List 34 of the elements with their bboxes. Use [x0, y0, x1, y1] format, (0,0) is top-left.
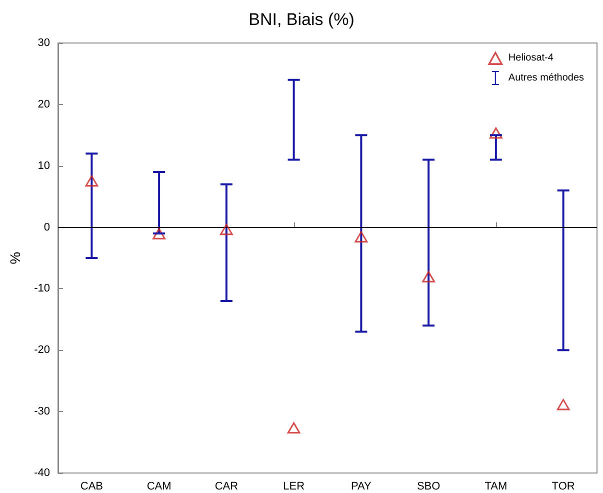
- y-tick-label: -10: [34, 282, 50, 295]
- bar: [360, 135, 362, 332]
- y-tick-label: 10: [38, 160, 50, 172]
- y-tick-label: -20: [34, 344, 50, 356]
- point: [219, 223, 234, 236]
- x-tick-label: LER: [283, 480, 305, 492]
- y-tick-label: -30: [34, 406, 50, 418]
- bar: [225, 184, 228, 301]
- y-axis-title: %: [7, 252, 23, 264]
- x-tick-label: TAM: [484, 480, 508, 492]
- x-tick-label: CAB: [80, 480, 103, 492]
- x-tick-label: TOR: [552, 480, 575, 492]
- x-tick-label: CAR: [214, 480, 238, 492]
- bar: [562, 190, 564, 350]
- legend-label: Heliosat-4: [508, 52, 554, 64]
- legend-label: Autres méthodes: [508, 72, 584, 84]
- point: [84, 174, 99, 187]
- x-tick-label: SBO: [416, 480, 441, 492]
- point: [422, 270, 436, 282]
- bar: [158, 172, 160, 234]
- point: [286, 422, 301, 434]
- point: [354, 230, 368, 242]
- point: [152, 227, 166, 240]
- bar: [428, 160, 430, 326]
- y-tick-label: -40: [34, 467, 50, 479]
- x-tick-label: PAY: [350, 480, 372, 492]
- x-tick-label: CAM: [146, 480, 172, 492]
- point: [556, 398, 570, 410]
- y-tick-label: 20: [38, 98, 50, 110]
- bar: [292, 80, 295, 160]
- bar: [90, 154, 93, 258]
- chart-title: BNI, Biais (%): [248, 10, 354, 29]
- y-tick-label: 0: [44, 221, 50, 234]
- y-tick-label: 30: [38, 37, 50, 49]
